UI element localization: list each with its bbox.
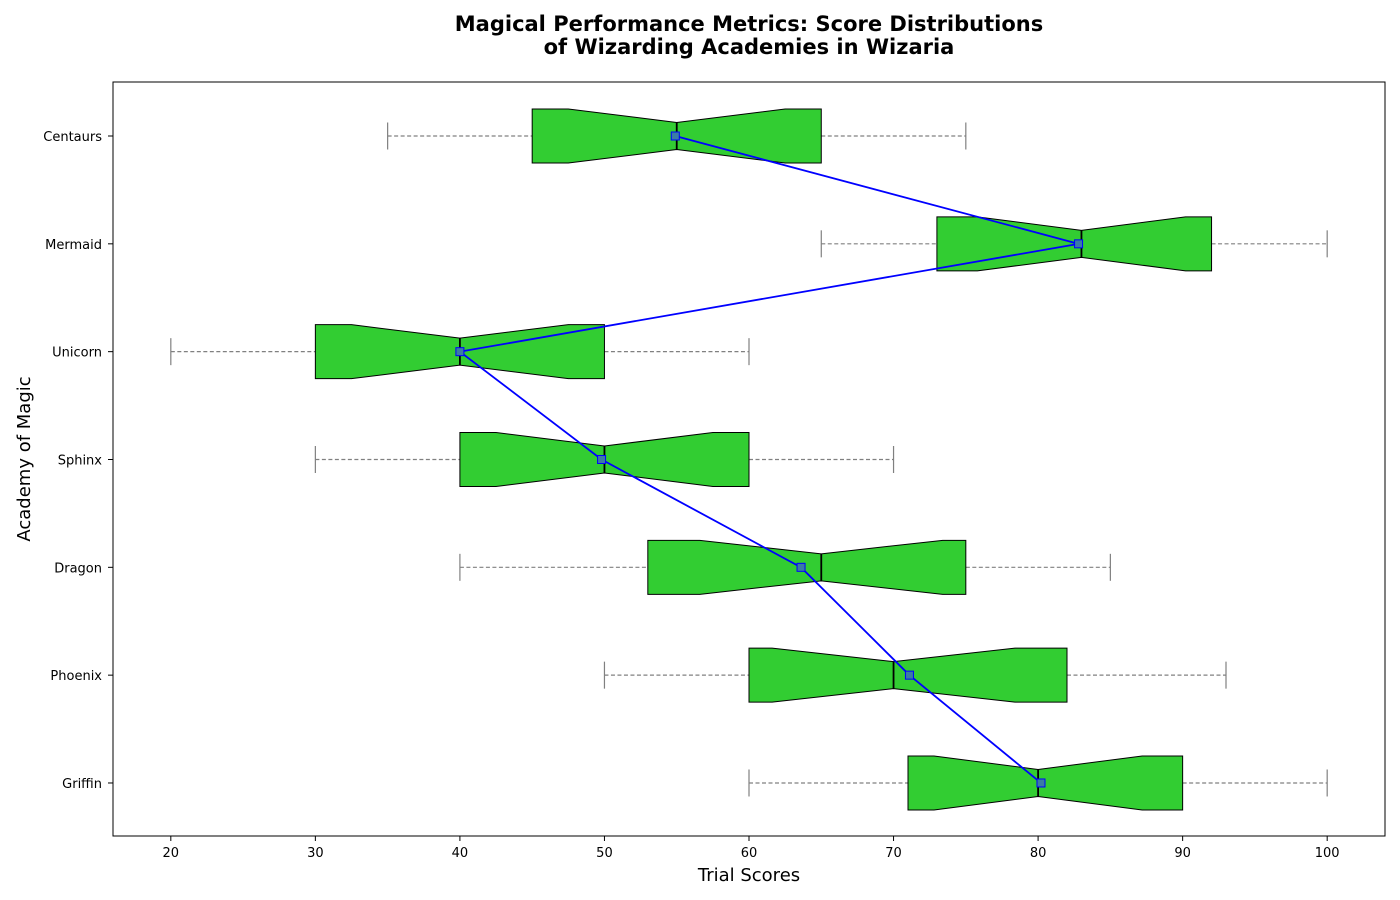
x-axis: 20 30 40 50 60 70 80 90 100 (163, 836, 1340, 861)
x-tick-label: 80 (1030, 846, 1047, 861)
y-tick-label: Dragon (54, 561, 102, 576)
y-tick-label: Mermaid (45, 238, 102, 253)
mean-marker-unicorn (455, 347, 465, 357)
y-tick-label: Griffin (62, 777, 102, 792)
x-tick-label: 100 (1315, 846, 1340, 861)
x-tick-label: 50 (596, 846, 613, 861)
x-axis-label: Trial Scores (697, 865, 800, 886)
chart-title-line-1: Magical Performance Metrics: Score Distr… (455, 12, 1043, 36)
x-tick-label: 40 (452, 846, 469, 861)
box-phoenix (603, 647, 1227, 703)
mean-marker-mermaid (1074, 239, 1084, 249)
mean-marker-sphinx (597, 454, 607, 464)
x-tick-label: 20 (163, 846, 180, 861)
mean-marker-griffin (1036, 778, 1046, 788)
y-tick-label: Phoenix (50, 669, 102, 684)
mean-marker-centaurs (670, 131, 680, 141)
box-dragon (459, 539, 1111, 595)
x-tick-label: 30 (307, 846, 324, 861)
plot-area (170, 108, 1328, 811)
x-tick-label: 90 (1174, 846, 1191, 861)
y-tick-label: Sphinx (58, 453, 103, 468)
y-axis: Centaurs Mermaid Unicorn Sphinx Dragon Phoeni… (43, 130, 113, 792)
x-tick-label: 70 (885, 846, 902, 861)
y-axis-label: Academy of Magic (14, 376, 35, 541)
y-tick-label: Unicorn (52, 346, 102, 361)
x-tick-label: 60 (741, 846, 758, 861)
mean-marker-phoenix (904, 670, 914, 680)
box-body (647, 539, 967, 595)
chart-title-line-2: of Wizarding Academies in Wizaria (544, 35, 955, 59)
y-tick-label: Centaurs (43, 130, 102, 145)
mean-marker-dragon (796, 562, 806, 572)
